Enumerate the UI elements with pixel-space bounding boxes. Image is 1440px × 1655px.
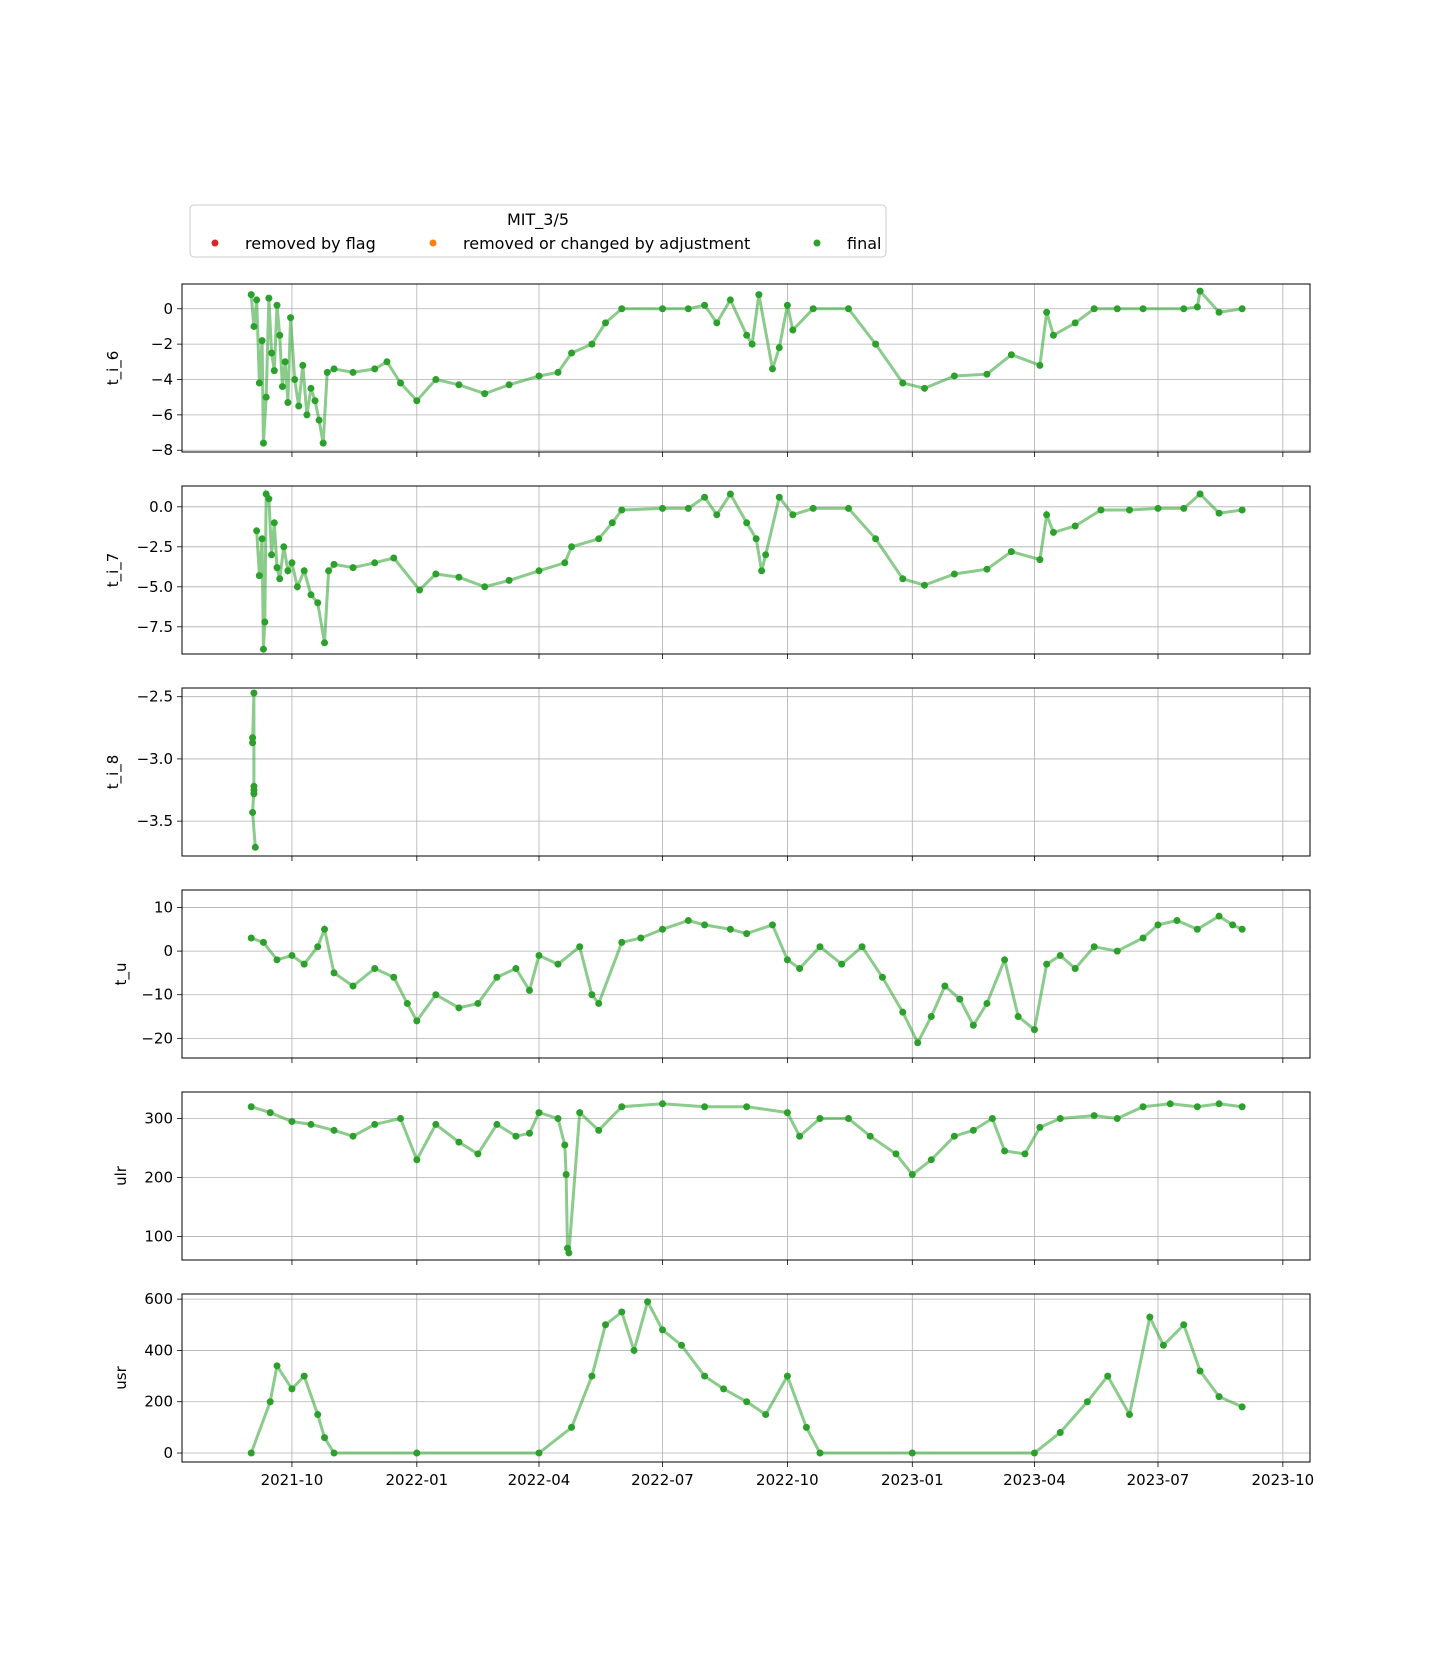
legend-marker-removed-by-flag — [211, 239, 219, 247]
series-final — [253, 488, 1246, 653]
y-tick-label: 0 — [163, 1444, 173, 1462]
series-trace — [250, 1102, 1243, 1254]
data-point — [250, 689, 258, 697]
series-final — [247, 287, 1246, 447]
y-tick-label: −5.0 — [137, 578, 173, 596]
series-final — [247, 1297, 1246, 1457]
subplot-t-u: 10 0 −10 −20 t_u — [112, 889, 1311, 1063]
y-tick-label: 0 — [163, 300, 173, 318]
series-trace — [255, 488, 1243, 650]
subplot-usr: 2021-10 2022-01 2022-04 2022-07 2022-10 2023-… — [112, 1290, 1314, 1489]
legend-title: MIT_3/5 — [507, 210, 569, 230]
y-tick-label: 200 — [144, 1393, 173, 1411]
y-tick-label: 200 — [144, 1168, 173, 1186]
y-tick-label: 100 — [144, 1227, 173, 1245]
series-trace — [251, 692, 257, 848]
legend-label-removed-by-flag: removed by flag — [245, 234, 376, 253]
series-trace — [249, 287, 1243, 444]
y-axis-label: ulr — [112, 1165, 130, 1186]
series-final — [247, 1100, 1246, 1257]
legend-label-removed-or-changed: removed or changed by adjustment — [463, 234, 750, 253]
y-axis-label: usr — [112, 1365, 130, 1389]
y-tick-label: −10 — [141, 986, 173, 1004]
axes-frame — [181, 283, 1311, 453]
axes-frame — [181, 1091, 1311, 1261]
subplot-t-i-7: 0.0 −2.5 −5.0 −7.5 t_i_7 — [104, 485, 1311, 659]
y-axis-label: t_i_8 — [104, 755, 123, 790]
axes-frame — [181, 1293, 1311, 1463]
y-tick-label: −2.5 — [137, 688, 173, 706]
data-point — [253, 527, 261, 535]
x-tick-label: 2022-01 — [385, 1471, 448, 1489]
y-tick-label: −6 — [151, 406, 173, 424]
x-tick-label: 2022-10 — [756, 1471, 819, 1489]
series-trace — [249, 1297, 1243, 1455]
y-tick-label: 0.0 — [149, 498, 173, 516]
y-tick-label: −20 — [141, 1029, 173, 1047]
y-tick-label: 10 — [154, 898, 173, 916]
x-tick-label: 2023-04 — [1003, 1471, 1066, 1489]
subplot-t-i-8: −2.5 −3.0 −3.5 t_i_8 — [104, 687, 1311, 861]
x-tick-label: 2022-04 — [508, 1471, 571, 1489]
legend: MIT_3/5 removed by flag removed or chang… — [189, 204, 887, 258]
x-tick-label: 2022-07 — [631, 1471, 694, 1489]
x-tick-label: 2021-10 — [261, 1471, 324, 1489]
subplot-ulr: 300 200 100 ulr — [112, 1091, 1311, 1265]
y-axis-label: t_u — [112, 963, 131, 986]
axes-frame — [181, 687, 1311, 857]
series-final — [247, 912, 1246, 1047]
y-tick-label: −2.5 — [137, 538, 173, 556]
y-tick-label: −3.0 — [137, 750, 173, 768]
legend-marker-final — [813, 239, 821, 247]
y-axis-label: t_i_6 — [104, 351, 123, 386]
legend-label-final: final — [847, 234, 881, 253]
y-tick-label: 300 — [144, 1110, 173, 1128]
axes-frame — [181, 485, 1311, 655]
y-tick-label: −3.5 — [137, 812, 173, 830]
y-tick-label: −8 — [151, 441, 173, 459]
subplots: 0 −2 −4 −6 −8 t_i_6 0.0 −2.5 −5.0 −7.5 t_i_7 −2.5 −3… — [104, 283, 1314, 1489]
series-final — [249, 689, 259, 851]
legend-marker-removed-or-changed — [429, 239, 437, 247]
series-trace — [250, 914, 1243, 1047]
x-tick-label: 2023-01 — [881, 1471, 944, 1489]
y-axis-label: t_i_7 — [104, 553, 123, 588]
y-tick-label: −7.5 — [137, 618, 173, 636]
y-tick-label: 400 — [144, 1341, 173, 1359]
legend-frame — [189, 204, 887, 258]
y-tick-label: 600 — [144, 1290, 173, 1308]
subplot-t-i-6: 0 −2 −4 −6 −8 t_i_6 — [104, 283, 1311, 459]
axes-frame — [181, 889, 1311, 1059]
x-tick-label: 2023-10 — [1252, 1471, 1315, 1489]
y-tick-label: −4 — [151, 370, 173, 388]
y-tick-label: −2 — [151, 335, 173, 353]
x-tick-label: 2023-07 — [1127, 1471, 1190, 1489]
y-tick-label: 0 — [163, 942, 173, 960]
